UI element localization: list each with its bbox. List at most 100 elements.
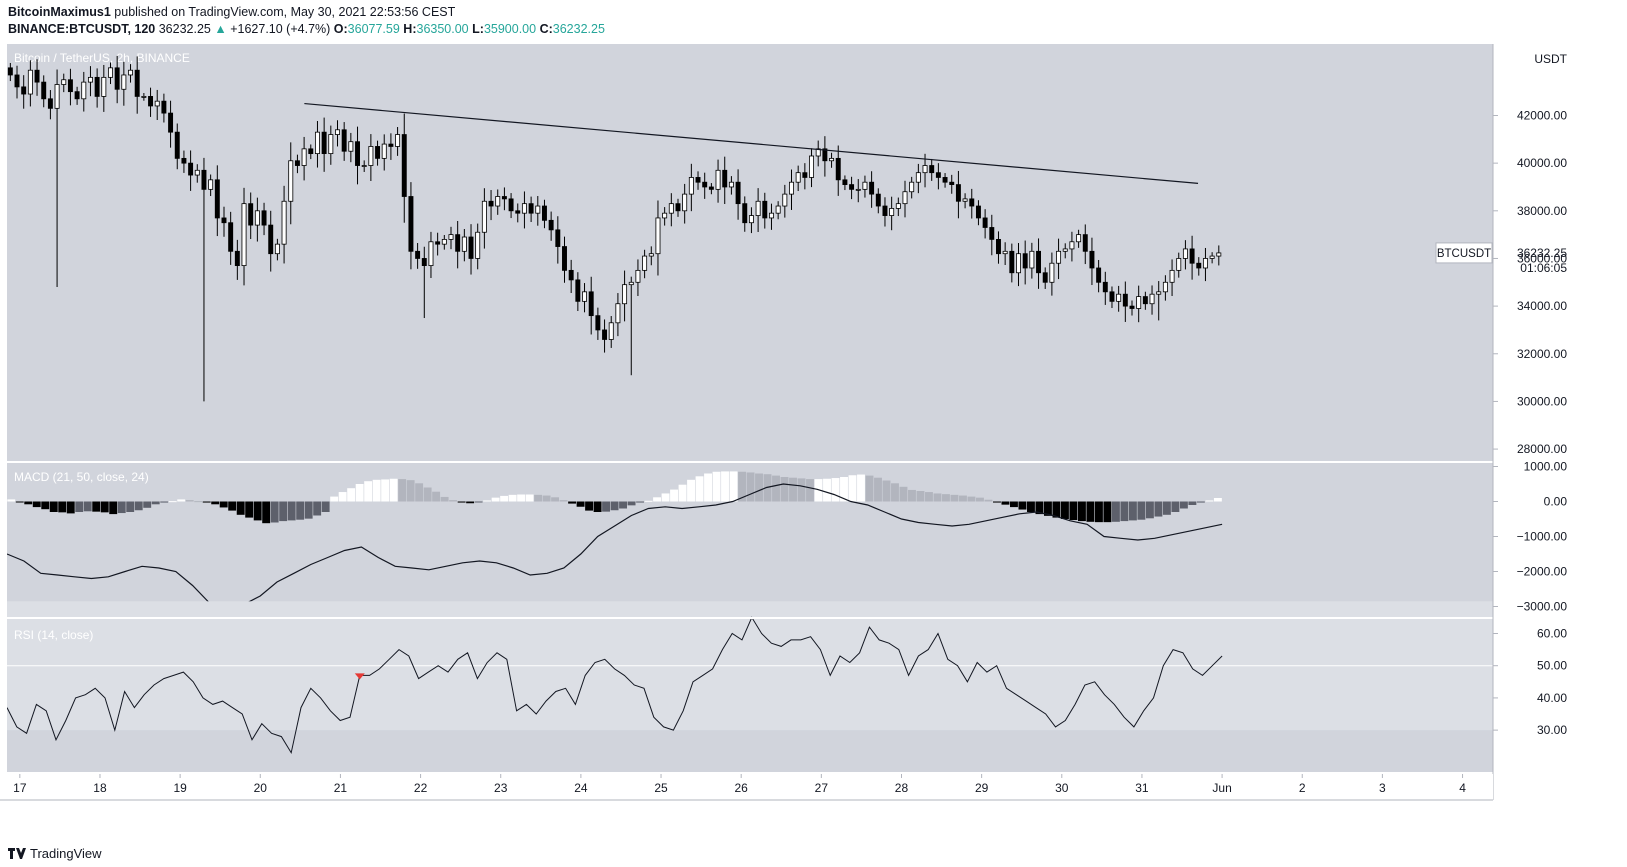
macd-bar xyxy=(1196,501,1205,503)
time-axis[interactable]: 17 18 19 20 21 22 23 24 25 26 27 28 29 30 31 Jun 2 3 4 xyxy=(0,774,1493,801)
macd-bar xyxy=(296,501,305,520)
macd-bar xyxy=(100,501,109,513)
candle xyxy=(568,269,574,281)
publish-line: BitcoinMaximus1 published on TradingView… xyxy=(8,5,455,19)
candle xyxy=(1189,248,1195,264)
macd-bar xyxy=(457,501,466,503)
candle xyxy=(1069,241,1075,250)
candle xyxy=(174,131,180,159)
candle xyxy=(121,74,127,90)
rsi-pane[interactable]: RSI (14, close) xyxy=(0,601,1493,772)
candle xyxy=(67,79,73,93)
macd-bar xyxy=(772,475,780,502)
candle xyxy=(108,67,113,78)
author-name[interactable]: BitcoinMaximus1 xyxy=(8,5,111,19)
macd-bar xyxy=(670,489,678,502)
candle xyxy=(982,217,988,228)
macd-tick-label: 0.00 xyxy=(1544,495,1568,509)
candle xyxy=(842,179,848,185)
candle xyxy=(929,165,935,174)
macd-tick-label: 1000.00 xyxy=(1524,460,1568,474)
macd-bar xyxy=(491,497,500,502)
macd-bar xyxy=(942,494,950,502)
candle xyxy=(335,129,340,135)
candle xyxy=(768,212,774,219)
macd-bar xyxy=(262,501,271,524)
macd-bar xyxy=(117,501,126,514)
candle xyxy=(809,155,814,178)
macd-bar xyxy=(831,478,840,502)
candle xyxy=(942,177,948,183)
candle xyxy=(288,160,294,202)
macd-bar xyxy=(32,501,41,508)
time-tick-label: 26 xyxy=(735,781,749,795)
macd-bar xyxy=(746,472,755,502)
macd-bar xyxy=(1111,501,1120,522)
candle xyxy=(114,67,120,90)
macd-bar xyxy=(75,501,84,512)
macd-bar xyxy=(347,488,356,502)
price-pane[interactable]: Bitcoin / TetherUS, 2h, BINANCE xyxy=(0,44,1493,461)
candle xyxy=(381,143,387,159)
low-value: 35900.00 xyxy=(483,22,537,36)
macd-axis[interactable]: 1000.00 0.00 −1000.00 −2000.00 −3000.00 xyxy=(1493,460,1567,614)
macd-bar xyxy=(840,477,848,502)
macd-bar xyxy=(534,494,543,502)
chart-area[interactable]: Bitcoin / TetherUS, 2h, BINANCE MACD (21… xyxy=(0,44,1627,845)
macd-bar xyxy=(984,499,993,502)
last-price-label: BTCUSDT 36232.25 01:06:05 xyxy=(1435,242,1567,275)
candle xyxy=(862,181,868,190)
high-label: H: xyxy=(403,22,417,36)
candle xyxy=(435,241,441,245)
candle xyxy=(141,96,147,98)
macd-bar xyxy=(1026,501,1035,512)
macd-bar xyxy=(848,475,857,502)
price-axis[interactable]: 42000.00 40000.00 38000.00 36000.00 34000.00… xyxy=(1493,108,1567,456)
chart-canvas[interactable]: Bitcoin / TetherUS, 2h, BINANCE MACD (21… xyxy=(0,44,1627,840)
macd-bar xyxy=(270,501,279,523)
candle xyxy=(562,246,567,271)
time-tick-label: 18 xyxy=(93,781,107,795)
price-tick-label: 30000.00 xyxy=(1517,394,1567,408)
candle xyxy=(81,81,87,100)
candle xyxy=(615,303,621,324)
macd-bar xyxy=(126,501,135,512)
candle xyxy=(628,281,634,286)
time-tick-label: 23 xyxy=(494,781,508,795)
candle xyxy=(248,203,254,226)
macd-tick-label: −3000.00 xyxy=(1517,600,1568,614)
candle xyxy=(475,231,481,259)
macd-bar xyxy=(593,501,602,512)
candle xyxy=(1142,296,1148,305)
candle xyxy=(1022,253,1028,269)
candle xyxy=(241,203,247,267)
macd-bar xyxy=(933,493,942,502)
candle xyxy=(1036,250,1042,274)
candle xyxy=(448,234,454,240)
rsi-axis[interactable]: 60.00 50.00 40.00 30.00 xyxy=(1493,626,1567,737)
candle xyxy=(148,96,154,107)
candle xyxy=(996,238,1001,255)
macd-pane[interactable]: MACD (21, 50, close, 24) xyxy=(0,463,1493,617)
candle xyxy=(1169,269,1175,283)
price-pane-title: Bitcoin / TetherUS, 2h, BINANCE xyxy=(14,51,190,65)
candle xyxy=(375,146,381,159)
macd-bar xyxy=(134,501,143,511)
candle xyxy=(915,172,921,183)
candle xyxy=(602,329,608,340)
candle xyxy=(762,200,768,219)
macd-bar xyxy=(1213,498,1222,502)
trendline[interactable] xyxy=(304,102,1199,184)
candle xyxy=(675,203,681,212)
macd-bar xyxy=(1128,501,1137,521)
tradingview-logo[interactable]: TradingView xyxy=(8,846,102,861)
macd-bar xyxy=(678,484,687,502)
macd-bar xyxy=(517,494,526,502)
macd-bar xyxy=(143,501,152,508)
price-axis-unit: USDT xyxy=(1534,52,1567,66)
macd-bar xyxy=(168,501,177,503)
candle xyxy=(208,179,214,190)
high-value: 36350.00 xyxy=(416,22,469,36)
macd-bar xyxy=(1094,501,1103,523)
macd-bar xyxy=(542,495,551,502)
